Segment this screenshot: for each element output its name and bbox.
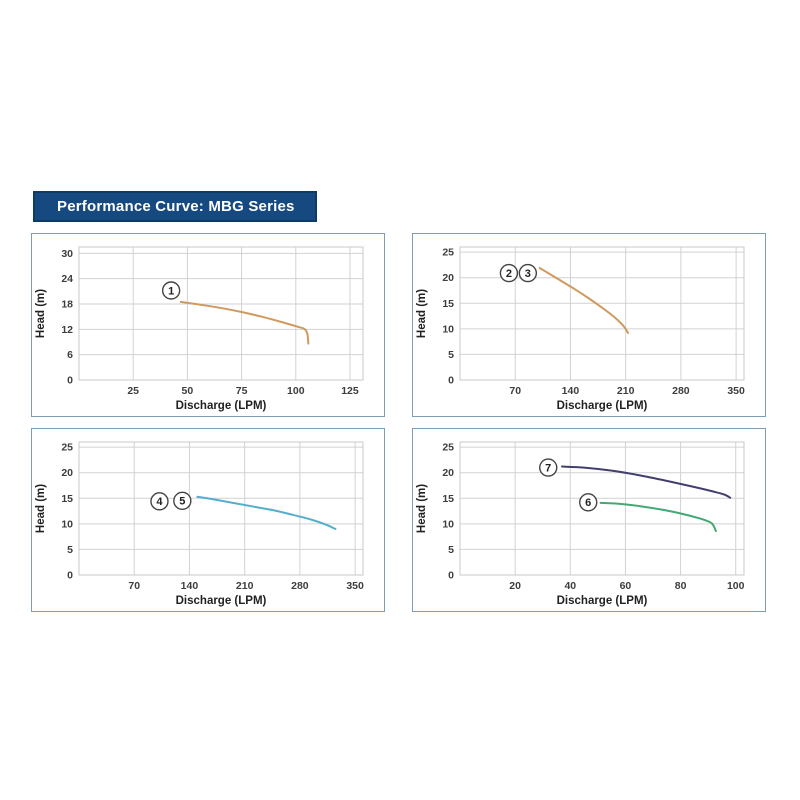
x-tick-label: 280: [291, 580, 309, 592]
x-tick-label: 80: [675, 580, 687, 592]
y-tick-label: 15: [442, 298, 454, 310]
chart-svg: 0 5 10 15 20 25 20 40 60 80 100 Discharge (LPM) Head…: [416, 441, 745, 607]
marker-circle: [161, 281, 181, 300]
x-tick-label: 75: [236, 385, 248, 397]
plot-border: [459, 246, 745, 381]
x-tick-label: 280: [672, 385, 690, 397]
curve-number-marker: 3: [518, 263, 538, 283]
y-tick-label: 10: [442, 518, 454, 530]
x-tick-label: 125: [341, 385, 359, 397]
curve-number-marker: 7: [539, 458, 558, 477]
curve-number-marker: 5: [173, 491, 192, 511]
plot-border: [459, 441, 745, 576]
curve-number-marker: 1: [161, 281, 181, 300]
marker-circle: [579, 493, 598, 512]
y-tick-label: 12: [61, 324, 73, 336]
y-tick-label: 18: [61, 299, 73, 311]
y-tick-label: 0: [67, 570, 73, 582]
marker-number: 3: [525, 268, 531, 280]
x-axis-title: Discharge (LPM): [176, 400, 267, 412]
y-tick-label: 20: [442, 467, 454, 479]
x-tick-label: 100: [727, 580, 745, 592]
x-tick-label: 210: [617, 385, 635, 397]
marker-number: 5: [179, 496, 185, 508]
y-tick-label: 15: [61, 493, 73, 505]
x-tick-label: 50: [182, 385, 194, 397]
curve-2-3: [538, 266, 630, 334]
y-tick-label: 25: [61, 442, 73, 454]
y-tick-label: 20: [61, 467, 73, 479]
curve-number-marker: 4: [150, 492, 169, 511]
curve-7: [561, 465, 732, 499]
y-tick-label: 24: [61, 273, 73, 285]
marker-number: 4: [156, 496, 163, 508]
curve-6: [599, 501, 717, 533]
x-tick-label: 210: [236, 580, 254, 592]
x-tick-label: 350: [346, 580, 364, 592]
y-tick-label: 10: [442, 323, 454, 335]
x-axis-title: Discharge (LPM): [557, 595, 648, 607]
marker-number: 1: [168, 285, 174, 297]
chart-svg: 0 6 12 18 24 30 25 50 75 100 125 Discharge (LPM) Hea…: [35, 246, 364, 412]
marker-circle: [150, 492, 169, 511]
y-tick-label: 15: [442, 493, 454, 505]
y-axis-title: Head (m): [416, 289, 428, 338]
marker-circle: [518, 263, 538, 283]
page-title-text: Performance Curve: MBG Series: [57, 198, 295, 215]
y-tick-label: 25: [442, 247, 454, 259]
marker-circle: [539, 458, 558, 477]
x-tick-label: 70: [128, 580, 140, 592]
x-tick-label: 350: [727, 385, 745, 397]
plot-border: [78, 441, 364, 576]
marker-circle: [499, 263, 519, 283]
chart-svg: 0 5 10 15 20 25 70 140 210 280 350 Discharge (LPM) H…: [416, 246, 745, 412]
curve-1: [179, 300, 310, 345]
plot-border: [78, 246, 364, 381]
y-tick-label: 20: [442, 272, 454, 284]
y-axis-title: Head (m): [35, 289, 47, 338]
curve-number-marker: 2: [499, 263, 519, 283]
y-tick-label: 30: [61, 248, 73, 260]
chart-panel-bottom-left: 0 5 10 15 20 25 70 140 210 280 350 Discharge (LPM) H…: [31, 428, 385, 612]
y-tick-label: 0: [67, 375, 73, 387]
marker-circle: [173, 491, 192, 511]
y-tick-label: 5: [448, 544, 454, 556]
curve-number-marker: 6: [579, 493, 598, 512]
y-tick-label: 5: [67, 544, 73, 556]
y-tick-label: 0: [448, 375, 454, 387]
x-tick-label: 140: [181, 580, 199, 592]
x-tick-label: 100: [287, 385, 305, 397]
x-axis-title: Discharge (LPM): [176, 595, 267, 607]
x-tick-label: 40: [564, 580, 576, 592]
y-tick-label: 5: [448, 349, 454, 361]
marker-number: 2: [506, 268, 512, 280]
x-tick-label: 20: [509, 580, 521, 592]
x-axis-title: Discharge (LPM): [557, 400, 648, 412]
x-tick-label: 25: [127, 385, 139, 397]
x-tick-label: 140: [562, 385, 580, 397]
y-tick-label: 6: [67, 349, 73, 361]
y-axis-title: Head (m): [416, 484, 428, 533]
x-tick-label: 70: [509, 385, 521, 397]
y-tick-label: 25: [442, 442, 454, 454]
page-title: Performance Curve: MBG Series: [33, 191, 317, 222]
y-tick-label: 0: [448, 570, 454, 582]
x-tick-label: 60: [620, 580, 632, 592]
curve-4-5: [196, 495, 337, 530]
marker-number: 6: [585, 497, 591, 509]
chart-panel-bottom-right: 0 5 10 15 20 25 20 40 60 80 100 Discharge (LPM) Head…: [412, 428, 766, 612]
chart-panel-top-right: 0 5 10 15 20 25 70 140 210 280 350 Discharge (LPM) H…: [412, 233, 766, 417]
marker-number: 7: [545, 462, 551, 474]
chart-panel-top-left: 0 6 12 18 24 30 25 50 75 100 125 Discharge (LPM) Hea…: [31, 233, 385, 417]
chart-svg: 0 5 10 15 20 25 70 140 210 280 350 Discharge (LPM) H…: [35, 441, 364, 607]
y-tick-label: 10: [61, 518, 73, 530]
y-axis-title: Head (m): [35, 484, 47, 533]
